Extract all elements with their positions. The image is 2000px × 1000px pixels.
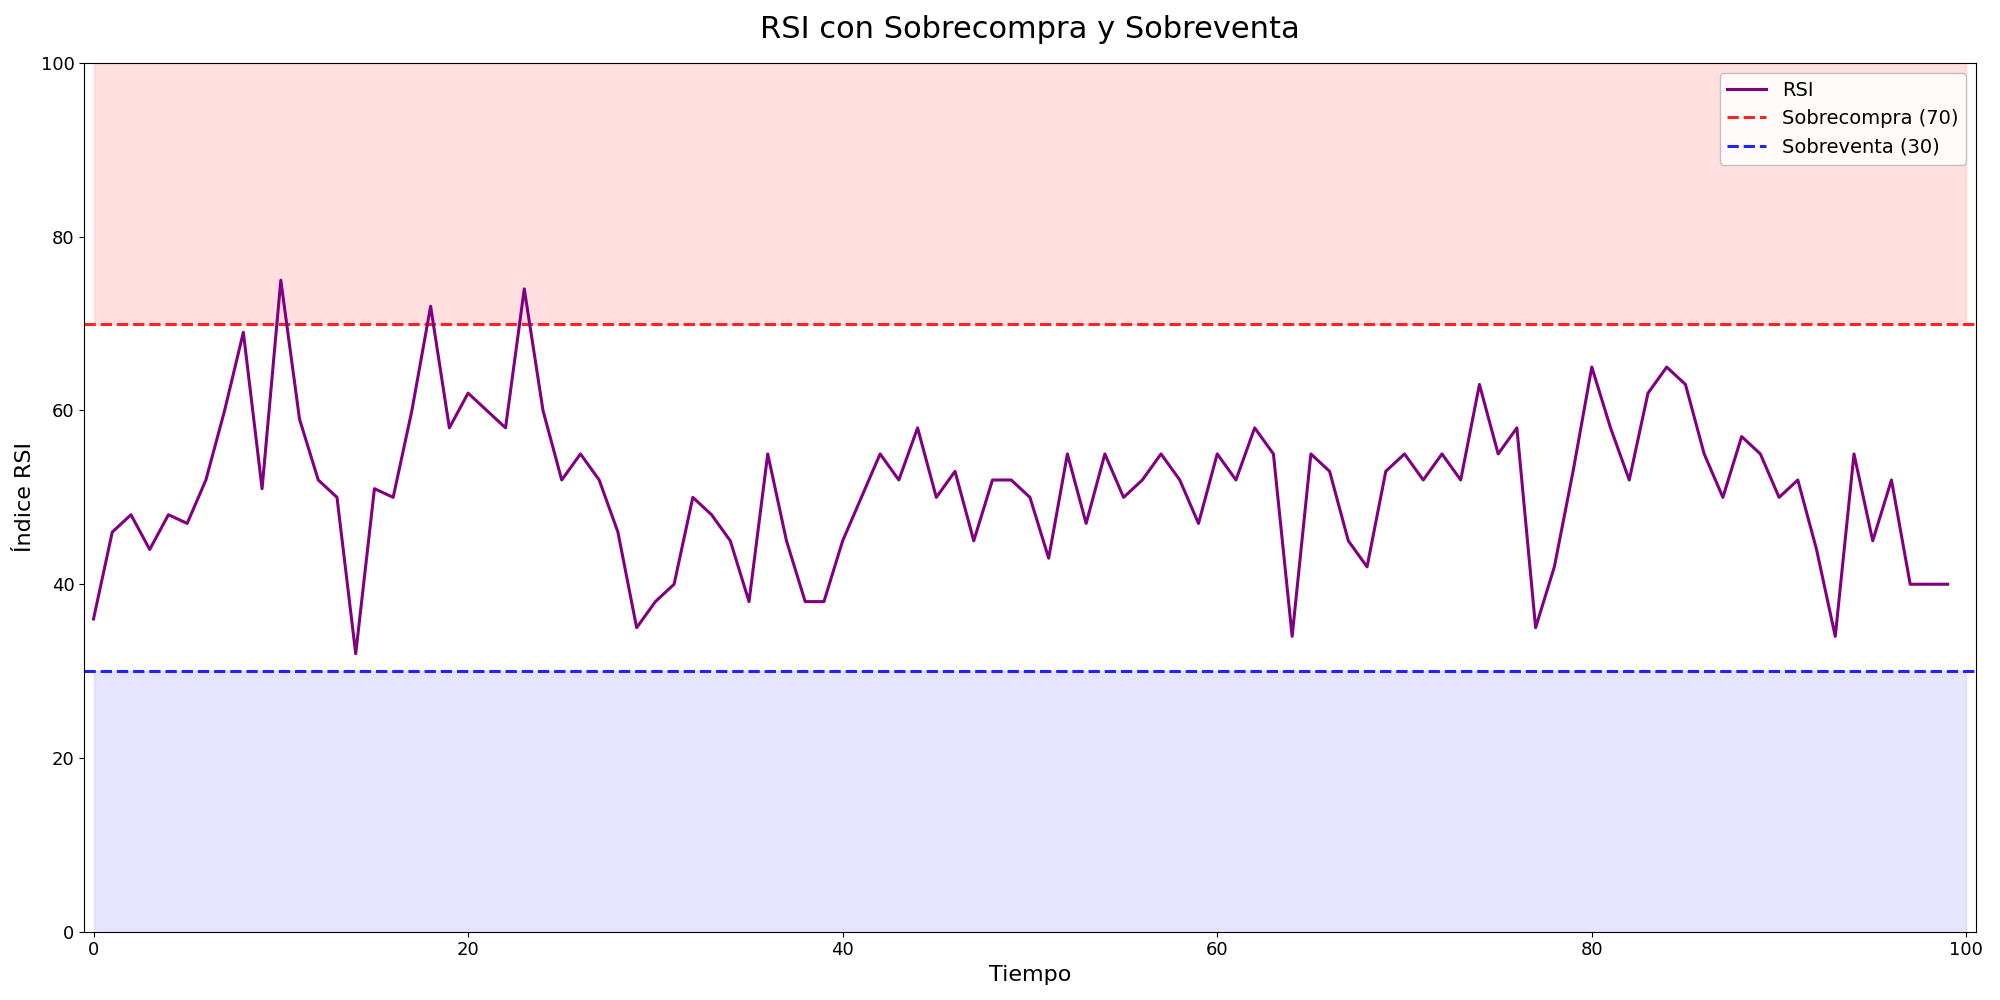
RSI [344, 648, 368, 660]
RSI [1824, 630, 1848, 642]
RSI [474, 404, 498, 416]
Line: RSI: RSI [94, 280, 1948, 654]
Sobreventa (30) [100, 665, 124, 677]
Sobrecompra (70) [82, 318, 106, 330]
Sobrecompra (70) [100, 318, 124, 330]
RSI [1224, 474, 1248, 486]
X-axis label: Tiempo: Tiempo [988, 965, 1072, 985]
RSI [1880, 474, 1904, 486]
Legend: RSI, Sobrecompra (70), Sobreventa (30): RSI, Sobrecompra (70), Sobreventa (30) [1720, 73, 1966, 165]
RSI [82, 613, 106, 625]
Title: RSI con Sobrecompra y Sobreventa: RSI con Sobrecompra y Sobreventa [760, 15, 1300, 44]
RSI [550, 474, 574, 486]
Y-axis label: Índice RSI: Índice RSI [14, 442, 34, 552]
RSI [1074, 517, 1098, 529]
Sobreventa (30) [82, 665, 106, 677]
RSI [268, 274, 292, 286]
RSI [1936, 578, 1960, 590]
